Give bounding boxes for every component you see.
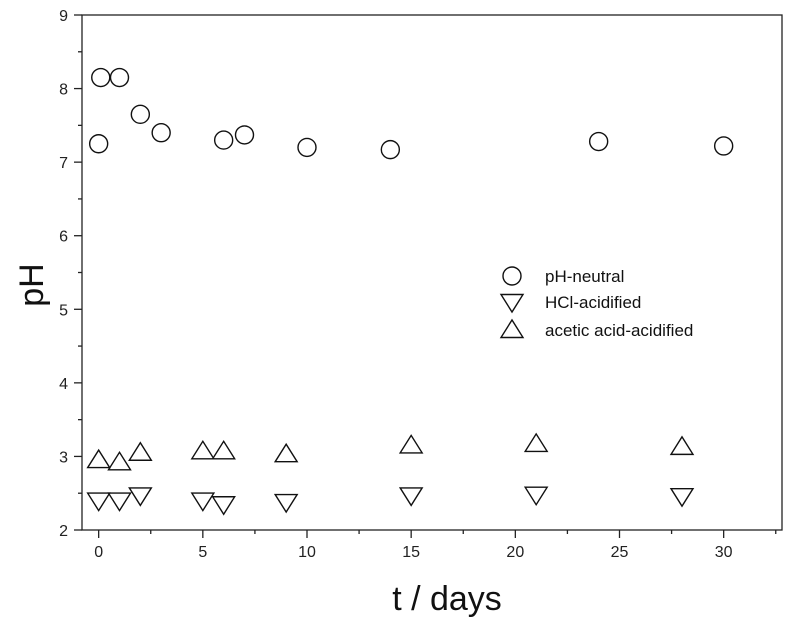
data-point-triangle-down (86, 492, 111, 512)
data-point-triangle-down (190, 492, 216, 512)
x-tick-label: 30 (715, 544, 733, 561)
data-point-circle (380, 139, 401, 160)
x-tick-label: 20 (506, 544, 524, 561)
legend: pH-neutral HCl-acidified acetic acid-acidi… (499, 266, 693, 340)
data-point-triangle-down (273, 493, 299, 514)
legend-marker-triangle-up (499, 318, 525, 339)
legend-label: acetic acid-acidified (545, 321, 693, 340)
data-point-circle (130, 104, 151, 125)
x-tick-label: 5 (198, 544, 207, 561)
y-tick-label: 9 (59, 8, 68, 25)
x-axis-title: t / days (392, 580, 502, 618)
y-tick-label: 4 (59, 376, 68, 393)
x-tick-label: 10 (298, 544, 316, 561)
y-tick-label: 8 (59, 82, 68, 99)
data-point-triangle-down (128, 487, 153, 507)
legend-label: HCl-acidified (545, 293, 641, 312)
x-tick-label: 15 (402, 544, 420, 561)
y-tick-label: 2 (59, 523, 68, 540)
data-point-triangle-up (107, 450, 132, 471)
data-point-circle (297, 137, 317, 158)
axis-ticks: 0 5 10 15 20 25 30 2 3 4 5 6 7 8 9 (59, 8, 777, 561)
data-point-triangle-down (523, 486, 549, 507)
data-point-triangle-up (523, 432, 549, 453)
data-point-circle (234, 125, 255, 145)
data-point-circle (91, 67, 111, 88)
data-point-circle (713, 136, 734, 156)
data-point-circle (109, 67, 130, 88)
plot-frame (81, 14, 783, 531)
data-point-triangle-up (398, 434, 424, 454)
y-tick-label: 6 (59, 229, 68, 246)
legend-marker-triangle-down (499, 293, 525, 314)
data-point-circle (588, 131, 609, 152)
y-axis-title: pH (13, 263, 51, 306)
data-point-triangle-up (273, 442, 299, 463)
data-point-triangle-up (211, 439, 236, 460)
data-point-triangle-down (398, 487, 424, 507)
data-point-triangle-up (86, 448, 111, 469)
y-tick-label: 5 (59, 302, 68, 319)
data-point-triangle-up (190, 439, 216, 460)
legend-label: pH-neutral (545, 267, 624, 286)
data-point-circle (88, 134, 109, 154)
data-markers (86, 67, 734, 516)
x-tick-label: 0 (94, 544, 103, 561)
y-tick-label: 3 (59, 449, 68, 466)
data-point-triangle-up (128, 441, 153, 461)
data-point-circle (151, 123, 171, 143)
x-tick-label: 25 (611, 544, 629, 561)
data-point-triangle-down (211, 496, 236, 516)
data-point-triangle-up (669, 435, 695, 456)
y-tick-label: 7 (59, 155, 68, 172)
data-point-triangle-down (107, 492, 132, 512)
data-point-circle (213, 130, 234, 150)
legend-marker-circle (502, 266, 522, 286)
data-point-triangle-down (669, 487, 695, 508)
